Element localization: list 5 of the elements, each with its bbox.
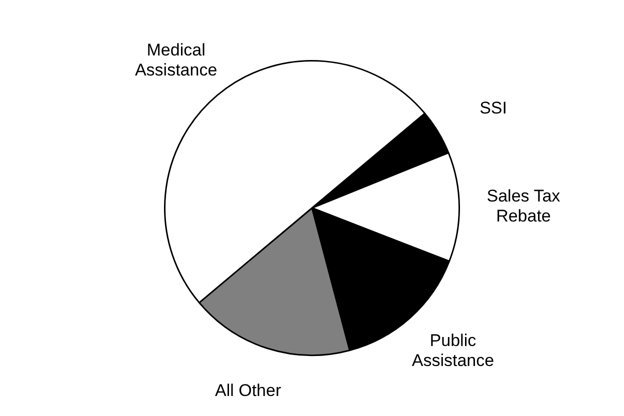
slice-label: All Other	[214, 380, 282, 400]
slice-label: Sales Tax Rebate	[486, 186, 561, 226]
slice-label: SSI	[480, 98, 507, 118]
slice-label: Medical Assistance	[134, 40, 218, 80]
slice-label: Public Assistance	[412, 331, 494, 370]
